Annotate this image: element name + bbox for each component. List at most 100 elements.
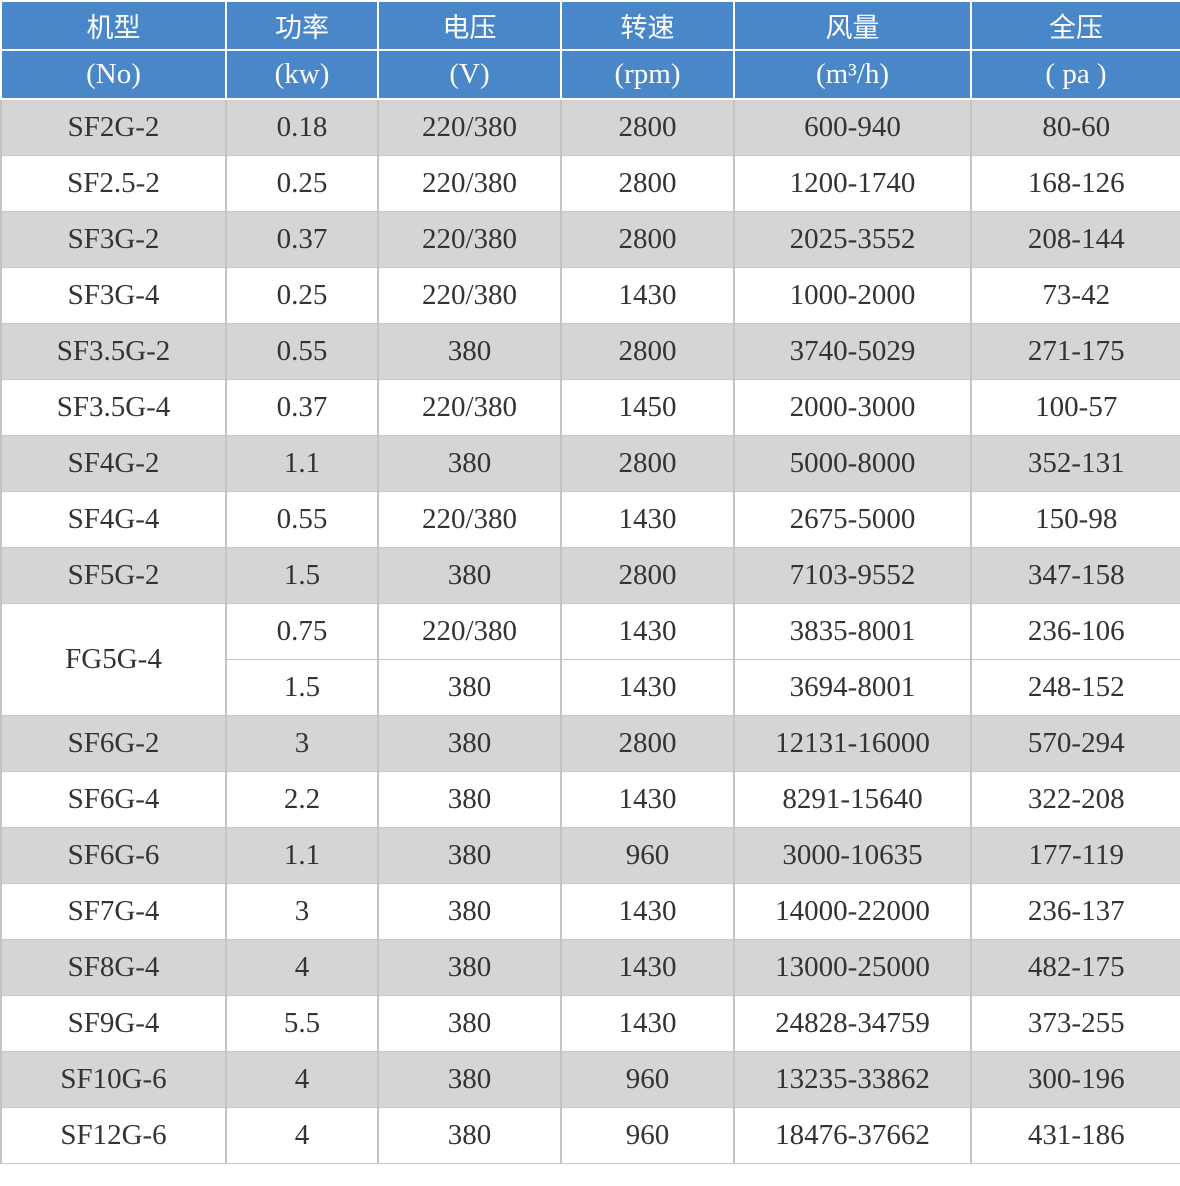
model-cell: SF9G-4 (0, 995, 227, 1052)
table-row: SF3.5G-2 0.55 380 2800 3740-5029 271-175 (0, 323, 1180, 380)
airflow-cell: 1200-1740 (733, 155, 972, 212)
voltage-cell: 380 (377, 323, 562, 380)
unit-voltage: (V) (377, 49, 562, 100)
table-row: SF4G-4 0.55 220/380 1430 2675-5000 150-98 (0, 491, 1180, 548)
table-row: SF5G-2 1.5 380 2800 7103-9552 347-158 (0, 547, 1180, 604)
model-cell: SF6G-2 (0, 715, 227, 772)
power-cell: 3 (225, 883, 379, 940)
pressure-cell: 347-158 (970, 547, 1180, 604)
speed-cell: 1430 (560, 267, 735, 324)
speed-cell: 2800 (560, 155, 735, 212)
speed-cell: 2800 (560, 323, 735, 380)
power-cell: 4 (225, 939, 379, 996)
power-cell: 5.5 (225, 995, 379, 1052)
power-cell: 1.1 (225, 435, 379, 492)
airflow-cell: 3835-8001 (733, 603, 972, 660)
pressure-cell: 570-294 (970, 715, 1180, 772)
airflow-cell: 8291-15640 (733, 771, 972, 828)
table-row: SF4G-2 1.1 380 2800 5000-8000 352-131 (0, 435, 1180, 492)
pressure-cell: 482-175 (970, 939, 1180, 996)
voltage-cell: 380 (377, 771, 562, 828)
speed-cell: 2800 (560, 715, 735, 772)
pressure-cell: 150-98 (970, 491, 1180, 548)
power-cell: 1.5 (225, 547, 379, 604)
speed-cell: 1430 (560, 659, 735, 716)
unit-pressure: ( pa ) (970, 49, 1180, 100)
speed-cell: 960 (560, 1107, 735, 1164)
speed-cell: 960 (560, 827, 735, 884)
voltage-cell: 220/380 (377, 155, 562, 212)
model-cell: SF3.5G-2 (0, 323, 227, 380)
speed-cell: 2800 (560, 435, 735, 492)
voltage-cell: 380 (377, 939, 562, 996)
speed-cell: 1430 (560, 939, 735, 996)
model-cell: FG5G-4 (0, 603, 227, 716)
power-cell: 0.25 (225, 267, 379, 324)
speed-cell: 2800 (560, 98, 735, 156)
model-cell: SF4G-4 (0, 491, 227, 548)
header-row-units: (No) (kw) (V) (rpm) (m³/h) ( pa ) (0, 49, 1180, 100)
table-row: SF6G-6 1.1 380 960 3000-10635 177-119 (0, 827, 1180, 884)
voltage-cell: 380 (377, 995, 562, 1052)
speed-cell: 1430 (560, 995, 735, 1052)
airflow-cell: 7103-9552 (733, 547, 972, 604)
power-cell: 1.5 (225, 659, 379, 716)
speed-cell: 1450 (560, 379, 735, 436)
voltage-cell: 380 (377, 883, 562, 940)
airflow-cell: 600-940 (733, 98, 972, 156)
table-row: SF2.5-2 0.25 220/380 2800 1200-1740 168-126 (0, 155, 1180, 212)
airflow-cell: 3000-10635 (733, 827, 972, 884)
table-row: SF10G-6 4 380 960 13235-33862 300-196 (0, 1051, 1180, 1108)
table-row: SF2G-2 0.18 220/380 2800 600-940 80-60 (0, 98, 1180, 156)
airflow-cell: 1000-2000 (733, 267, 972, 324)
power-cell: 0.55 (225, 323, 379, 380)
airflow-cell: 24828-34759 (733, 995, 972, 1052)
header-speed: 转速 (560, 0, 735, 51)
speed-cell: 1430 (560, 603, 735, 660)
voltage-cell: 380 (377, 1107, 562, 1164)
pressure-cell: 73-42 (970, 267, 1180, 324)
voltage-cell: 220/380 (377, 98, 562, 156)
model-cell: SF4G-2 (0, 435, 227, 492)
pressure-cell: 236-137 (970, 883, 1180, 940)
airflow-cell: 2675-5000 (733, 491, 972, 548)
table-row: SF6G-4 2.2 380 1430 8291-15640 322-208 (0, 771, 1180, 828)
model-cell: SF6G-6 (0, 827, 227, 884)
power-cell: 0.37 (225, 379, 379, 436)
model-cell: SF7G-4 (0, 883, 227, 940)
header-model: 机型 (0, 0, 227, 51)
header-pressure: 全压 (970, 0, 1180, 51)
voltage-cell: 380 (377, 1051, 562, 1108)
table-row: SF7G-4 3 380 1430 14000-22000 236-137 (0, 883, 1180, 940)
speed-cell: 960 (560, 1051, 735, 1108)
pressure-cell: 322-208 (970, 771, 1180, 828)
voltage-cell: 380 (377, 659, 562, 716)
airflow-cell: 5000-8000 (733, 435, 972, 492)
power-cell: 3 (225, 715, 379, 772)
unit-airflow: (m³/h) (733, 49, 972, 100)
speed-cell: 1430 (560, 883, 735, 940)
table-body: SF2G-2 0.18 220/380 2800 600-940 80-60 SF2.5-2… (0, 98, 1180, 1164)
table-row: SF3G-2 0.37 220/380 2800 2025-3552 208-144 (0, 211, 1180, 268)
pressure-cell: 80-60 (970, 98, 1180, 156)
airflow-cell: 2000-3000 (733, 379, 972, 436)
table-row: FG5G-4 0.75 220/380 1430 3835-8001 236-106 (0, 603, 1180, 716)
unit-model: (No) (0, 49, 227, 100)
model-cell: SF6G-4 (0, 771, 227, 828)
unit-speed: (rpm) (560, 49, 735, 100)
airflow-cell: 3740-5029 (733, 323, 972, 380)
pressure-cell: 236-106 (970, 603, 1180, 660)
power-cell: 0.75 (225, 603, 379, 660)
power-cell: 0.18 (225, 98, 379, 156)
table-row: SF6G-2 3 380 2800 12131-16000 570-294 (0, 715, 1180, 772)
model-cell: SF2G-2 (0, 98, 227, 156)
power-cell: 4 (225, 1107, 379, 1164)
voltage-cell: 220/380 (377, 267, 562, 324)
speed-cell: 1430 (560, 491, 735, 548)
speed-cell: 1430 (560, 771, 735, 828)
table-row: SF3.5G-4 0.37 220/380 1450 2000-3000 100-57 (0, 379, 1180, 436)
airflow-cell: 14000-22000 (733, 883, 972, 940)
header-airflow: 风量 (733, 0, 972, 51)
header-row-labels: 机型 功率 电压 转速 风量 全压 (0, 0, 1180, 51)
